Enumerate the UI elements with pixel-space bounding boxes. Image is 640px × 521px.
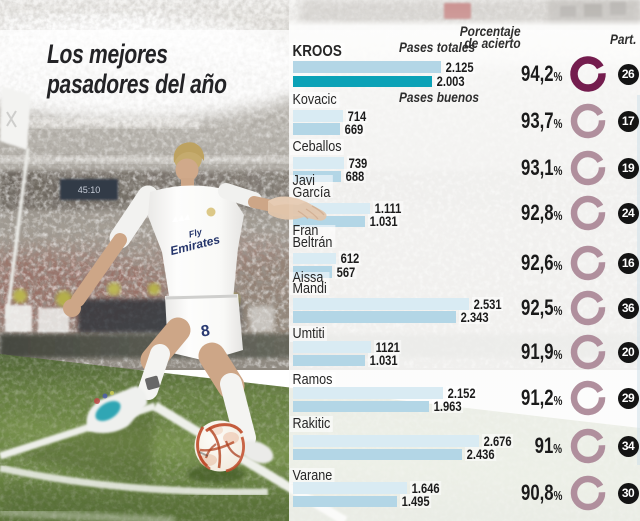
svg-text:Fly: Fly [188, 226, 204, 239]
svg-text:45:10: 45:10 [78, 185, 101, 195]
svg-text:8: 8 [200, 322, 211, 340]
